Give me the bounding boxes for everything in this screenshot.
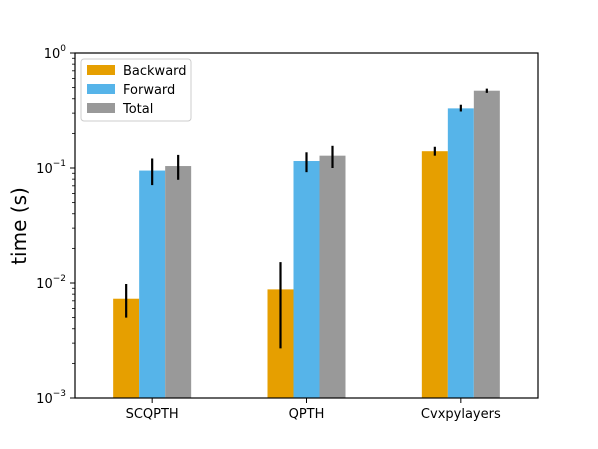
y-axis: 10−3 10−2 10−1 100	[36, 44, 75, 407]
bar-forward-qpth	[293, 161, 320, 398]
y-tick-label: 10−1	[36, 159, 66, 177]
x-tick-label: Cvxpylayers	[421, 407, 501, 422]
legend-swatch-total	[87, 103, 115, 113]
x-tick-label: QPTH	[289, 407, 325, 422]
y-tick-label: 10−3	[36, 389, 66, 407]
bar-total-qpth	[319, 155, 346, 398]
bar-forward-cvxpylayers	[447, 108, 474, 398]
bar-total-cvxpylayers	[473, 90, 500, 399]
legend-label-total: Total	[122, 102, 153, 117]
bar-backward-cvxpylayers	[421, 151, 448, 398]
bar-forward-scqpth	[139, 170, 166, 398]
error-bars-layer	[125, 88, 488, 349]
y-tick-label: 100	[44, 44, 67, 62]
legend-swatch-forward	[87, 84, 115, 94]
legend-label-backward: Backward	[123, 64, 187, 79]
x-axis: SCQPTH QPTH Cvxpylayers	[126, 398, 501, 422]
legend-label-forward: Forward	[123, 83, 175, 98]
y-tick-label: 10−2	[36, 274, 66, 292]
legend: Backward Forward Total	[80, 58, 192, 122]
bars-layer	[113, 90, 500, 399]
x-tick-label: SCQPTH	[126, 407, 179, 422]
legend-swatch-backward	[87, 65, 115, 75]
y-axis-label: time (s)	[7, 187, 31, 265]
bar-total-scqpth	[165, 166, 192, 398]
